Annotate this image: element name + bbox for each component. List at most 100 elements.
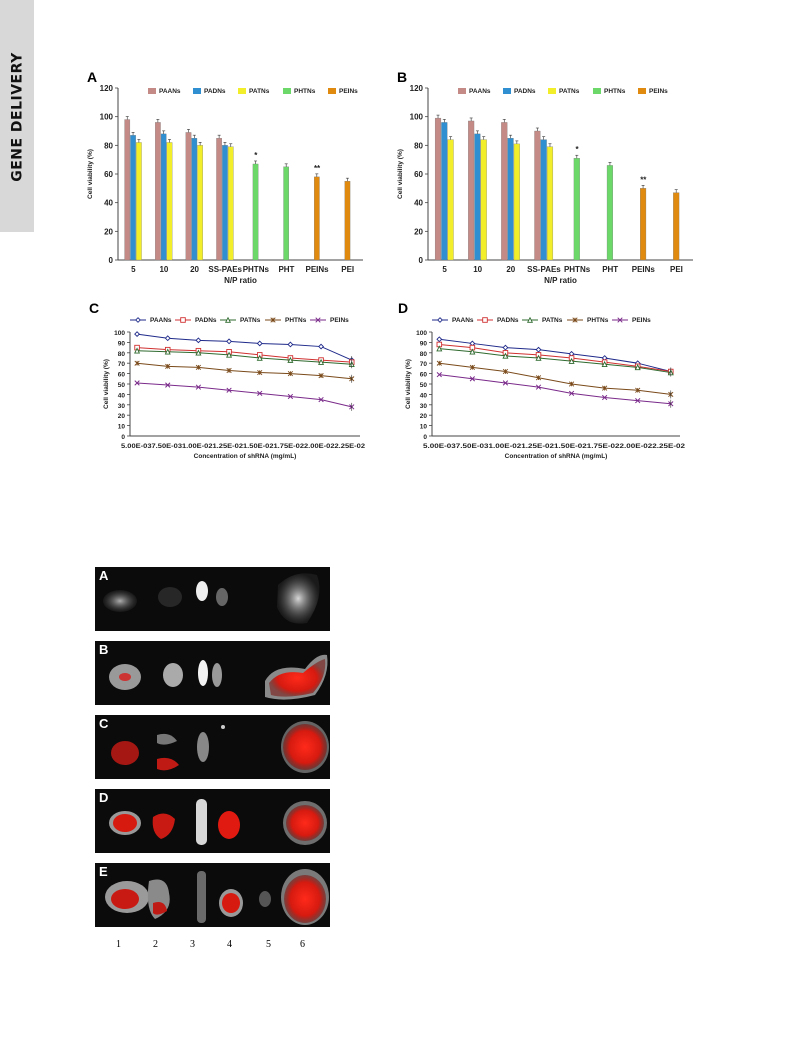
data-point [535, 375, 542, 381]
fluorescence-panel-a: A [95, 567, 330, 631]
legend-label: PEINs [632, 317, 651, 324]
bar [441, 122, 448, 261]
bar [501, 122, 508, 261]
data-point [568, 390, 575, 397]
data-point [635, 387, 641, 393]
y-tick-label: 90 [118, 340, 126, 347]
lane-label: 4 [227, 939, 232, 950]
bar [640, 188, 647, 261]
legend-marker [482, 317, 488, 323]
x-axis-label: Concentration of shRNA (mg/mL) [505, 453, 608, 460]
bar [124, 119, 131, 261]
bar [573, 158, 580, 261]
y-axis-label: Cell viability (%) [397, 149, 404, 199]
legend-swatch [458, 88, 466, 94]
legend-marker [180, 317, 186, 323]
data-point [469, 376, 476, 382]
x-tick-label: 10 [159, 265, 168, 274]
data-point [226, 351, 233, 358]
data-point [535, 346, 542, 353]
legend-label: PATNs [240, 317, 261, 324]
x-tick-labels: 5.00E-037.50E-031.00E-021.25E-021.50E-02… [121, 443, 366, 450]
panel-letter: D [99, 790, 109, 805]
y-tick-label: 100 [410, 113, 424, 122]
y-tick-label: 60 [420, 372, 428, 379]
legend-marker [617, 317, 623, 323]
legend-label: PHTNs [285, 317, 307, 324]
data-point [195, 384, 202, 390]
lane-labels: 1 2 3 4 5 6 [95, 939, 330, 953]
data-point [287, 393, 294, 400]
y-tick-label: 70 [420, 361, 428, 368]
series-line [137, 362, 352, 380]
fluorescence-panel-c: C [95, 715, 330, 779]
series-line [137, 382, 352, 408]
y-tick-label: 80 [414, 141, 423, 150]
data-point [318, 373, 324, 379]
panel-letter: A [99, 568, 109, 583]
lane-label: 5 [266, 939, 271, 950]
data-point [318, 396, 324, 403]
bar [130, 135, 136, 261]
bar [191, 138, 198, 261]
y-tick-label: 0 [121, 434, 125, 441]
bar [673, 192, 680, 261]
x-tick-label: 20 [506, 265, 515, 274]
legend-marker [224, 316, 232, 323]
bar [283, 166, 289, 261]
data-point [601, 360, 608, 367]
data-point [226, 338, 233, 345]
y-tick-label: 20 [414, 227, 423, 236]
legend-swatch [548, 88, 556, 94]
bar [534, 130, 541, 261]
data-point [257, 369, 263, 376]
series-line [439, 338, 671, 373]
y-axis-label: Cell viability (%) [87, 149, 94, 199]
y-tick-label: 80 [420, 351, 428, 358]
data-point [195, 349, 202, 356]
legend-label: PAANs [469, 88, 491, 95]
x-tick-labels: 5.00E-037.50E-031.00E-021.25E-021.50E-02… [423, 443, 686, 450]
x-axis-label: N/P ratio [224, 276, 257, 285]
panel-letter: B [99, 642, 109, 657]
legend-label: PADNs [497, 317, 519, 324]
x-tick-label: 20 [190, 265, 199, 274]
series-line [439, 343, 671, 373]
data-point [257, 390, 263, 397]
data-point [287, 341, 294, 348]
y-tick-label: 0 [109, 256, 114, 265]
data-point [226, 387, 232, 393]
section-side-tab: GENE DELIVERY [0, 0, 34, 232]
data-point [165, 363, 171, 369]
bar [447, 139, 454, 261]
bar [314, 176, 320, 261]
y-tick-label: 60 [118, 372, 126, 379]
y-tick-label: 60 [104, 170, 113, 179]
bar [185, 132, 192, 261]
data-point [195, 364, 202, 370]
legend-swatch [638, 88, 646, 94]
y-tick-label: 10 [118, 424, 126, 431]
y-tick-label: 20 [420, 413, 428, 420]
bar [468, 120, 475, 261]
legend-label: PHTNs [587, 317, 609, 324]
legend-marker [437, 317, 443, 323]
legend-swatch [148, 88, 156, 94]
data-point [601, 394, 608, 401]
x-tick-label: PHT [602, 265, 618, 274]
panel-letter: E [99, 864, 108, 879]
bar [136, 142, 142, 261]
legend-label: PEINs [339, 88, 358, 95]
data-point [469, 364, 475, 370]
y-tick-label: 120 [410, 84, 424, 93]
series-line [137, 350, 352, 365]
x-tick-label: PEI [670, 265, 683, 274]
y-tick-label: 100 [114, 330, 125, 337]
y-tick-label: 70 [118, 361, 126, 368]
data-point [568, 357, 575, 364]
data-point [502, 380, 509, 386]
y-tick-label: 20 [104, 227, 113, 236]
x-tick-label: PEINs [306, 265, 330, 274]
y-tick-label: 80 [118, 351, 126, 358]
bar [222, 145, 228, 261]
